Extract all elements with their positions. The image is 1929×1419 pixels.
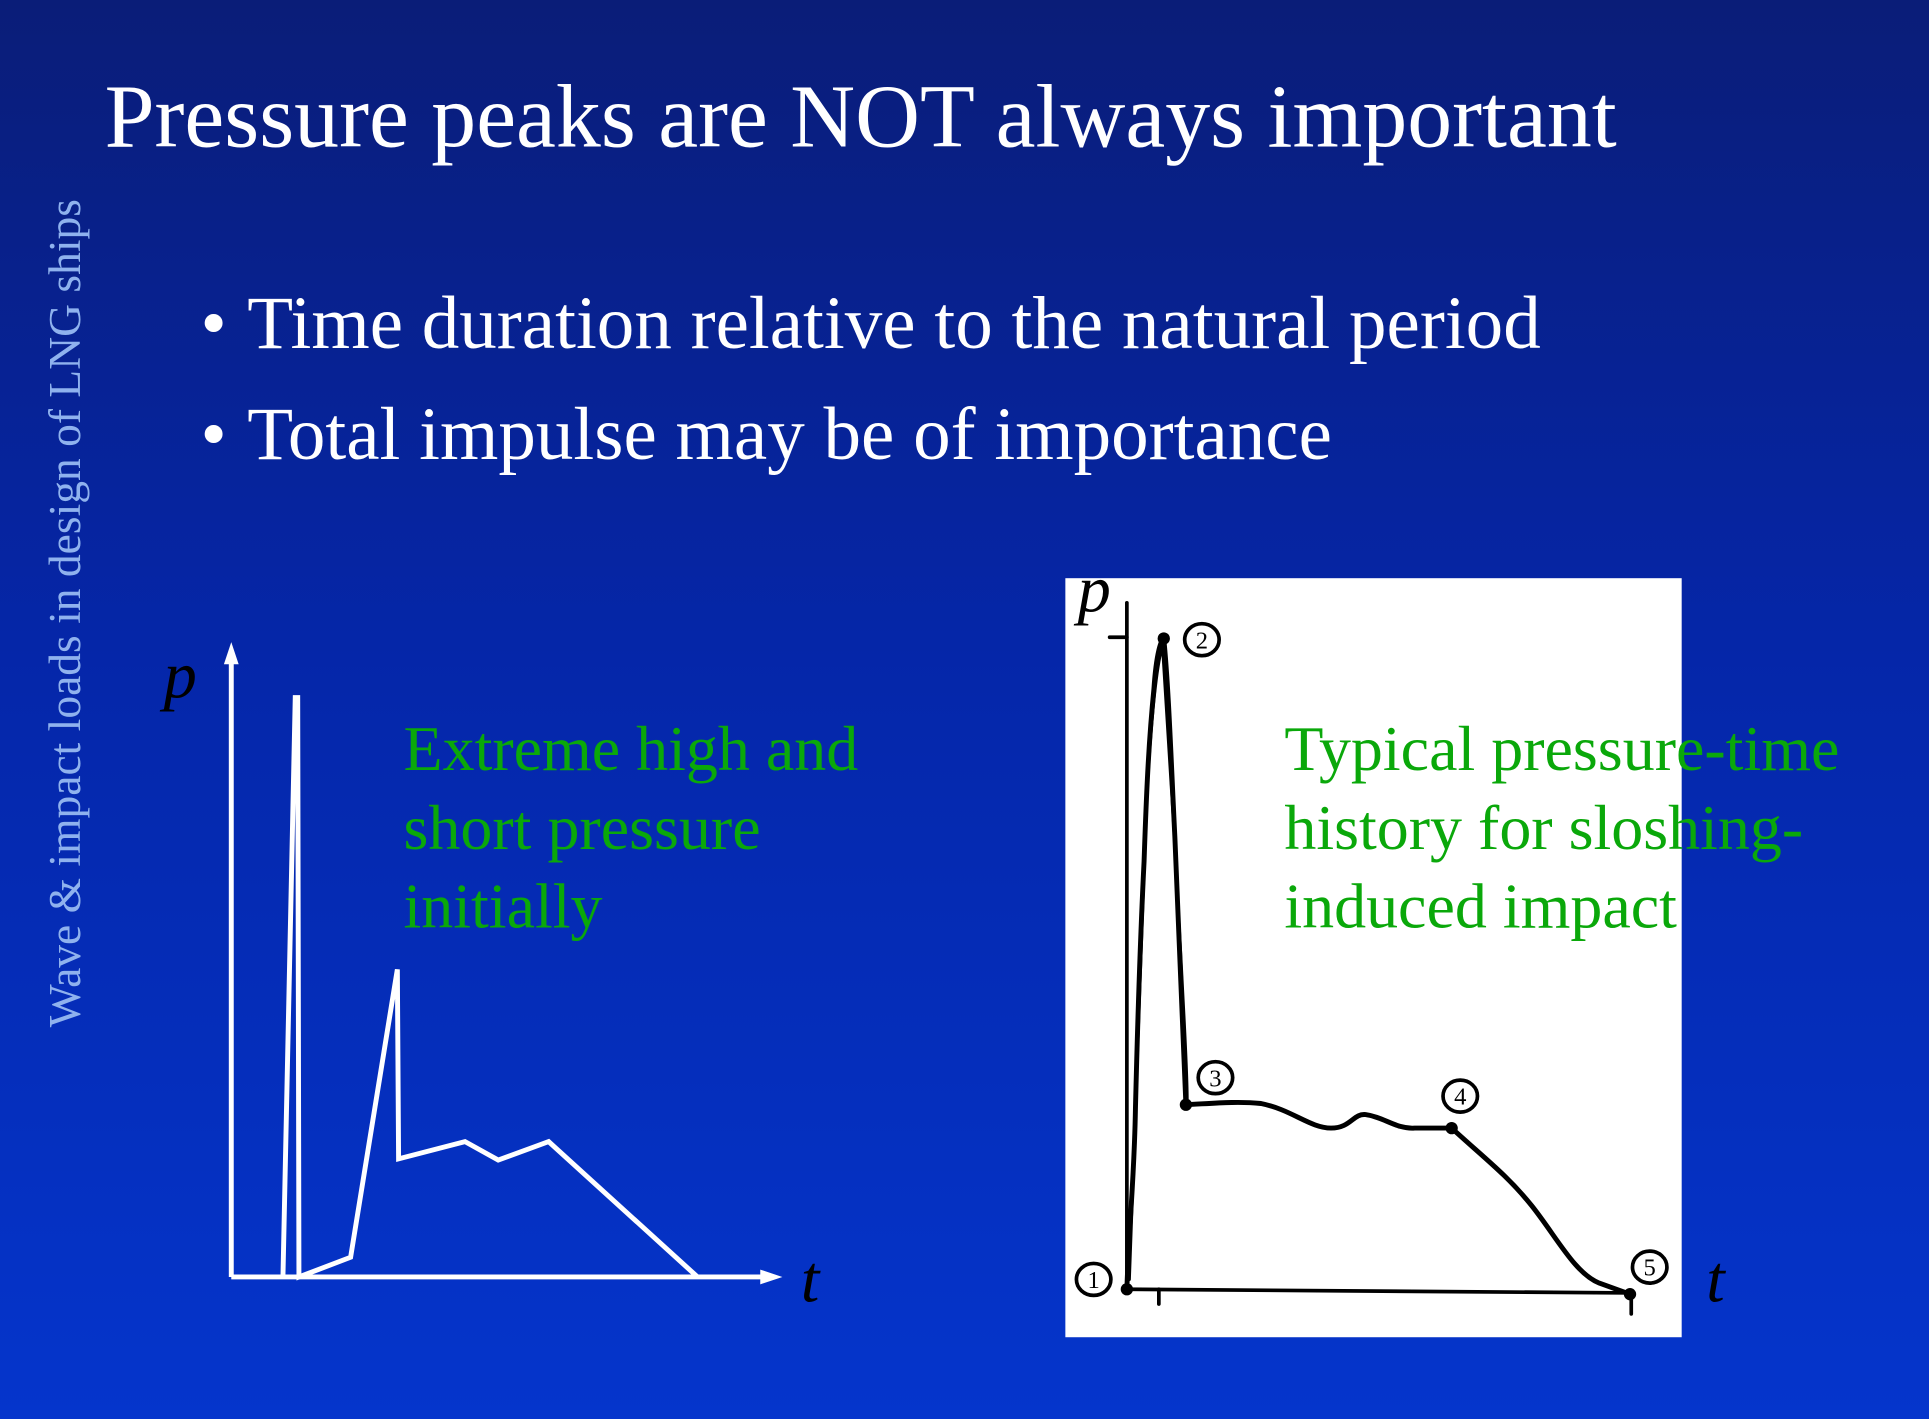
bullet-item: • Time duration relative to the natural p… [201, 287, 1541, 362]
point-marker [1157, 632, 1170, 645]
left-pressure-curve [280, 695, 700, 1281]
point-marker [1179, 1098, 1193, 1111]
point-marker [1445, 1121, 1458, 1135]
annotation-line: Typical pressure-time [1284, 714, 1840, 785]
point-label-circle [1196, 1059, 1235, 1096]
left-x-axis-label: t [800, 1242, 820, 1317]
annotation-line: Extreme high and [403, 714, 859, 785]
point-marker [1120, 1283, 1134, 1296]
left-y-axis-label: p [163, 638, 197, 713]
point-marker [1623, 1288, 1637, 1301]
point-label: 2 [1196, 627, 1208, 654]
bullet-item: • Total impulse may be of importance [201, 397, 1332, 472]
point-label: 5 [1644, 1255, 1656, 1282]
bullet-icon: • [200, 282, 227, 366]
right-x-axis [1125, 1287, 1634, 1295]
right-curve-trace [1127, 644, 1189, 1281]
right-figure-panel [1065, 578, 1682, 1338]
point-label: 1 [1087, 1267, 1099, 1294]
right-x-axis-label: t [1706, 1242, 1725, 1317]
annotation-line: induced impact [1284, 872, 1677, 943]
annotation-line: initially [403, 872, 603, 943]
point-label-circle [1630, 1249, 1669, 1285]
bullet-text: Total impulse may be of importance [247, 393, 1332, 477]
point-label-circle [1074, 1261, 1113, 1298]
annotation-line: short pressure [403, 793, 761, 864]
point-label: 3 [1209, 1065, 1221, 1092]
right-y-axis-label: p [1077, 552, 1111, 627]
annotation-line: history for sloshing- [1284, 793, 1804, 864]
point-label-circle [1182, 621, 1221, 658]
point-label-circle [1441, 1078, 1480, 1114]
left-x-arrow-icon [760, 1269, 783, 1285]
slide-title: Pressure peaks are NOT always important [104, 66, 1617, 167]
point-label: 4 [1454, 1084, 1466, 1111]
left-y-arrow-icon [223, 642, 239, 665]
bullet-text: Time duration relative to the natural pe… [247, 282, 1541, 366]
left-annotation: Extreme high and short pressure initiall… [404, 711, 859, 947]
right-annotation: Typical pressure-time history for sloshi… [1284, 711, 1839, 947]
bullet-icon: • [200, 393, 227, 477]
